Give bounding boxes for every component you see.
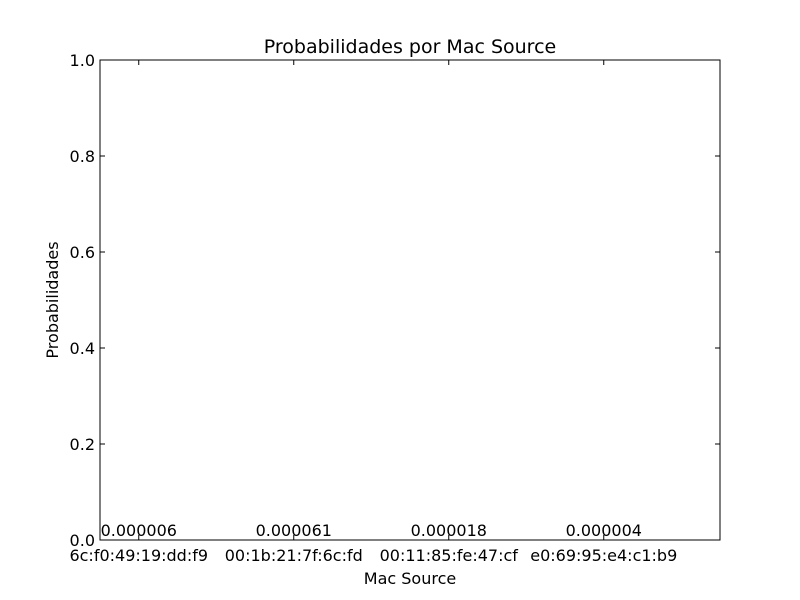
y-tick-labels: 0.0 0.2 0.4 0.6 0.8 1.0 bbox=[70, 51, 95, 550]
x-tick-labels: 6c:f0:49:19:dd:f9 00:1b:21:7f:6c:fd 00:11:… bbox=[69, 546, 677, 565]
x-tick-label: 6c:f0:49:19:dd:f9 bbox=[69, 546, 208, 565]
y-tick-label: 0.6 bbox=[70, 243, 95, 262]
chart-title: Probabilidades por Mac Source bbox=[264, 36, 556, 58]
y-tick-label: 0.0 bbox=[70, 531, 95, 550]
data-label: 0.000018 bbox=[411, 521, 487, 540]
axis-ticks bbox=[100, 59, 720, 541]
data-labels: 0.000006 0.000061 0.000018 0.000004 bbox=[101, 521, 642, 540]
x-axis-label: Mac Source bbox=[364, 569, 456, 588]
plot-frame bbox=[99, 59, 721, 541]
x-tick-label: 00:1b:21:7f:6c:fd bbox=[225, 546, 363, 565]
data-label: 0.000061 bbox=[256, 521, 332, 540]
y-tick-label: 1.0 bbox=[70, 51, 95, 70]
data-label: 0.000006 bbox=[101, 521, 177, 540]
y-tick-label: 0.8 bbox=[70, 147, 95, 166]
x-tick-label: e0:69:95:e4:c1:b9 bbox=[530, 546, 677, 565]
x-tick-label: 00:11:85:fe:47:cf bbox=[380, 546, 519, 565]
y-tick-label: 0.2 bbox=[70, 435, 95, 454]
y-tick-label: 0.4 bbox=[70, 339, 95, 358]
y-axis-label: Probabilidades bbox=[43, 241, 62, 358]
data-label: 0.000004 bbox=[566, 521, 642, 540]
